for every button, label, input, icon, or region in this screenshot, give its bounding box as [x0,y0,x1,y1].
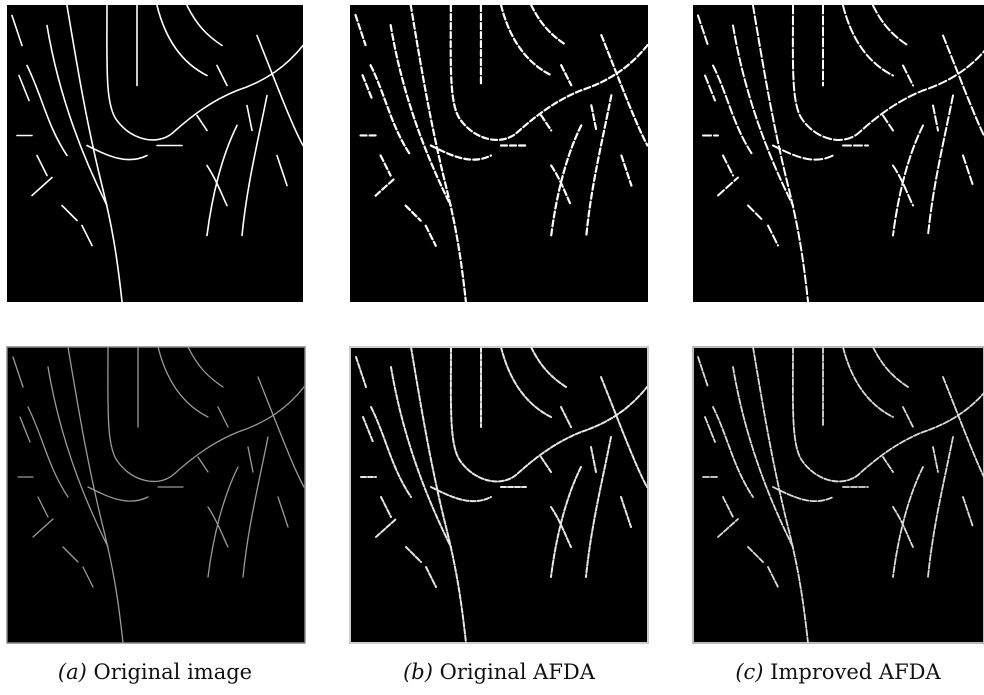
caption-label: (a) [58,660,87,684]
caption: (a) Original image [58,660,252,684]
panel-top-b [350,5,648,302]
caption-text: Improved AFDA [770,660,941,684]
caption: (c) Improved AFDA [735,660,941,684]
caption-text: Original image [94,660,253,684]
caption-label: (c) [735,660,763,684]
caption-label: (b) [403,660,433,684]
panel-top-c [693,5,984,302]
caption: (b) Original AFDA [403,660,596,684]
figure: (a) Original image (b) Original AFDA (c)… [0,0,984,695]
panel-bottom-b [350,347,648,643]
caption-text: Original AFDA [440,660,596,684]
panel-bottom-a [7,347,305,643]
panel-top-a [7,5,303,302]
panel-bottom-c [693,347,984,643]
